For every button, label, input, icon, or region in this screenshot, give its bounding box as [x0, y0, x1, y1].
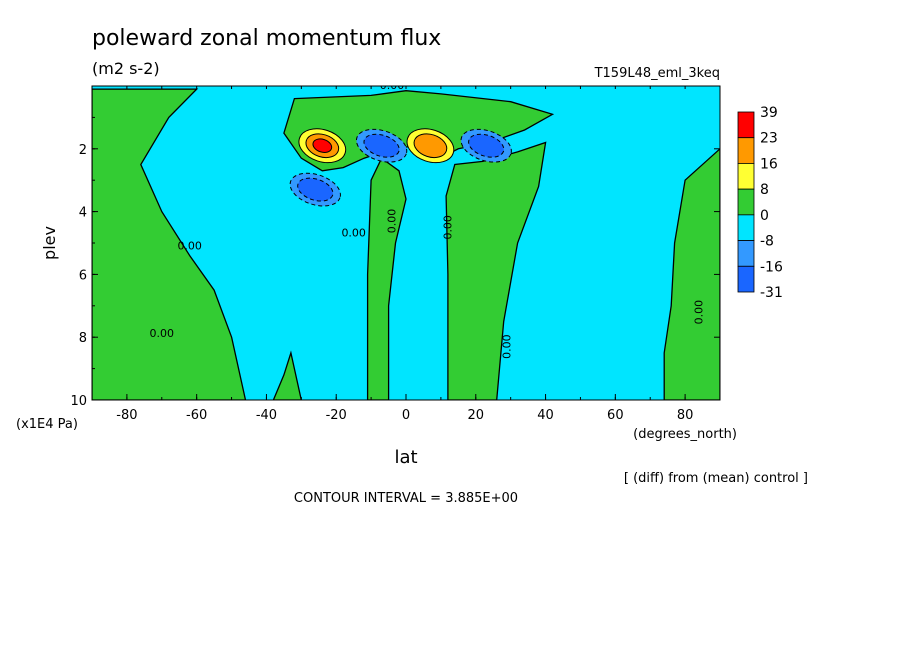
legend-level-label: 0 — [760, 208, 769, 224]
color-legend: 39 23 16 8 0 -8 -16 -31 — [737, 105, 783, 301]
extremum-max-sh-upper-ring-2 — [312, 138, 333, 153]
region-sh-mid-lower — [272, 350, 302, 400]
contour-label: 0.00 — [441, 215, 454, 240]
region-nh-subtropical-column — [445, 141, 547, 400]
legend-level-label: -16 — [760, 259, 783, 275]
y-tick-label: 10 — [70, 394, 87, 409]
contour-label: 0.00 — [501, 334, 514, 359]
extremum-min-sh-upper-ring-1 — [297, 177, 334, 202]
y-tick-label: 6 — [79, 268, 87, 283]
x-tick-label: -20 — [326, 408, 347, 423]
legend-level-label: 16 — [760, 156, 778, 172]
y-tick-label: 2 — [79, 143, 87, 158]
legend-level-label: 23 — [760, 131, 778, 147]
plot-area: 0.00 0.00 0.00 0.00 0.00 0.00 0.00 0.00 — [92, 79, 720, 400]
y-axis-label: plev — [40, 226, 59, 260]
x-tick-label: -40 — [256, 408, 277, 423]
legend-level-label: -8 — [760, 234, 774, 250]
region-north-polar — [663, 147, 720, 400]
x-tick-label: 60 — [607, 408, 624, 423]
y-tick-label: 4 — [79, 206, 87, 221]
y-tick-label: 8 — [79, 331, 87, 346]
legend-level-label: 39 — [760, 105, 778, 121]
extrema-blobs — [289, 128, 512, 207]
contour-label: 0.00 — [341, 227, 366, 240]
chart-title: poleward zonal momentum flux — [92, 26, 441, 51]
legend-level-label: -31 — [760, 285, 783, 301]
contour-interval: CONTOUR INTERVAL = 3.885E+00 — [294, 491, 518, 506]
contour-label: 0.00 — [150, 327, 175, 340]
legend-swatch-4 — [737, 214, 755, 241]
region-equatorial-column — [366, 157, 407, 400]
legend-swatch-3 — [737, 188, 755, 216]
y-axis-units: (x1E4 Pa) — [16, 417, 78, 432]
run-label: T159L48_eml_3keq — [594, 66, 720, 81]
x-axis: -80 -60 -40 -20 0 20 40 60 80 — [91, 86, 721, 423]
contour-label: 0.00 — [386, 209, 399, 234]
legend-swatch-5 — [737, 240, 755, 267]
x-tick-label: -60 — [186, 408, 207, 423]
x-axis-label: lat — [394, 447, 417, 468]
legend-level-label: 8 — [760, 182, 769, 198]
x-tick-label: -80 — [116, 408, 137, 423]
y-axis: 2 4 6 8 10 — [70, 116, 720, 409]
extremum-max-nh-upper-ring-1 — [413, 133, 448, 159]
x-tick-label: 80 — [677, 408, 694, 423]
contour-label: 0.00 — [380, 79, 405, 92]
contour-label: 0.00 — [177, 239, 202, 252]
legend-swatch-0 — [737, 111, 755, 139]
chart-subtitle: (m2 s-2) — [92, 59, 160, 78]
legend-swatch-1 — [737, 137, 755, 164]
contour-label: 0.00 — [693, 300, 706, 325]
region-south-polar — [92, 88, 247, 400]
x-tick-label: 20 — [468, 408, 485, 423]
extremum-min-eq-upper-ring-1 — [363, 133, 400, 158]
legend-swatch-6 — [737, 265, 755, 293]
extremum-min-nh-upper-ring-1 — [468, 133, 505, 158]
x-axis-units: (degrees_north) — [633, 427, 737, 442]
legend-swatch-2 — [737, 163, 755, 190]
x-tick-label: 40 — [537, 408, 554, 423]
x-tick-label: 0 — [402, 408, 410, 423]
diff-note: [ (diff) from (mean) control ] — [624, 471, 808, 486]
